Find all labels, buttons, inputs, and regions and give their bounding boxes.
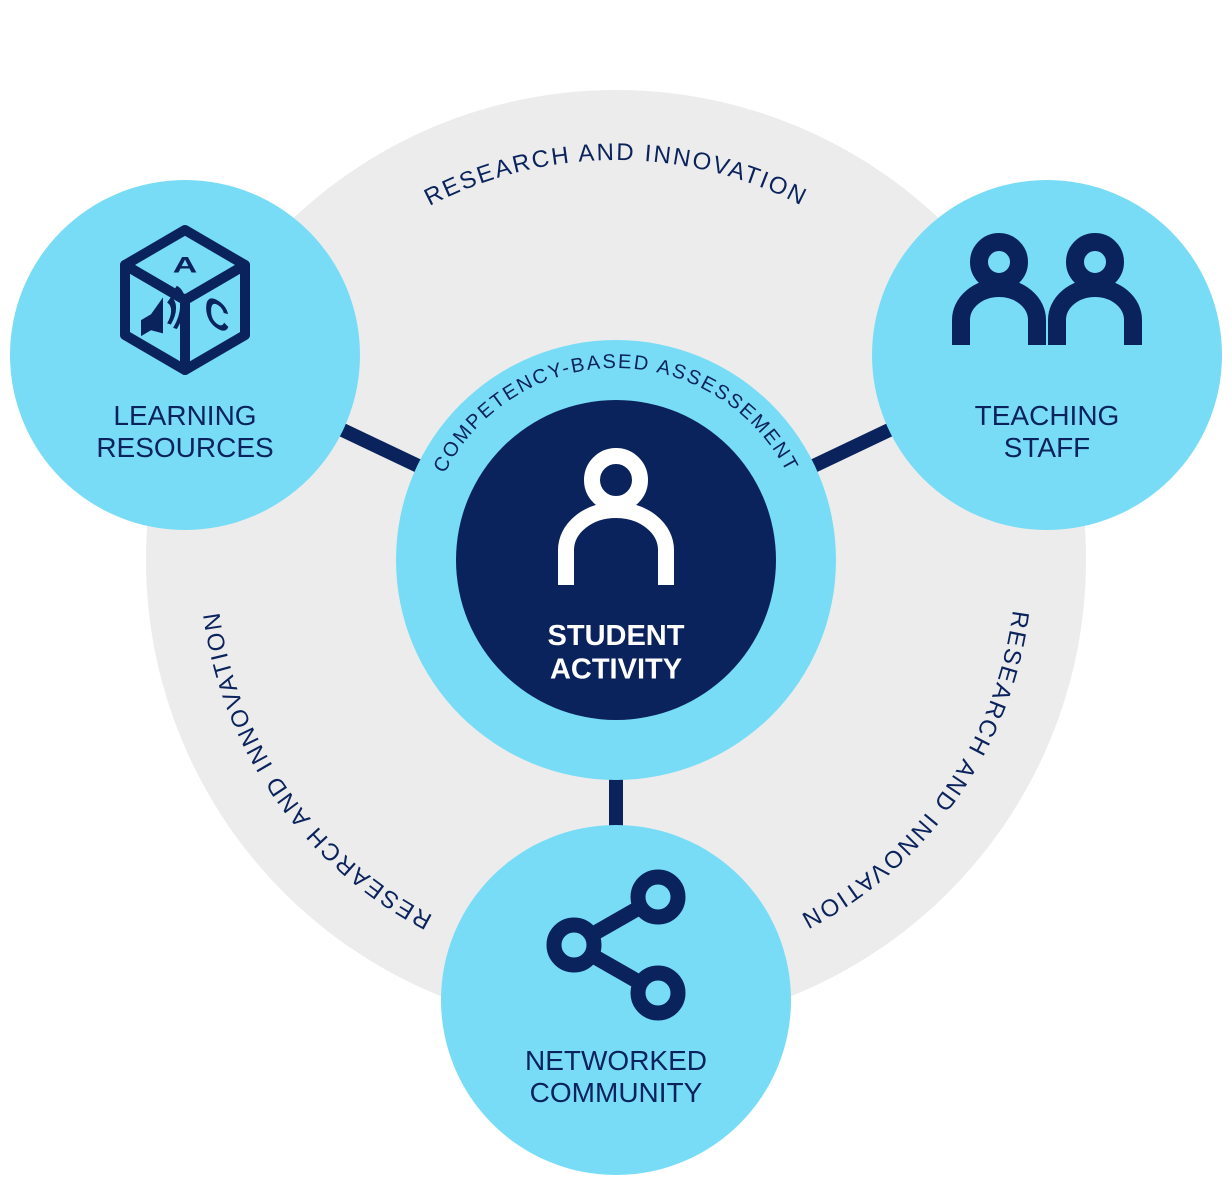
- node-label-learning-resources-line1: LEARNING: [113, 400, 256, 431]
- node-teaching-staff: TEACHINGSTAFF: [872, 180, 1222, 530]
- center-label-line1: STUDENT: [548, 620, 685, 652]
- node-circle: [441, 825, 791, 1175]
- node-networked-community: NETWORKEDCOMMUNITY: [441, 825, 791, 1175]
- node-label-networked-community: NETWORKEDCOMMUNITY: [525, 1045, 707, 1108]
- center-label-line2: ACTIVITY: [550, 653, 682, 685]
- node-label-teaching-staff-line1: TEACHING: [975, 400, 1120, 431]
- center-label: STUDENTACTIVITY: [548, 620, 685, 685]
- node-learning-resources: ACLEARNINGRESOURCES: [10, 180, 360, 530]
- node-circle: [872, 180, 1222, 530]
- node-label-learning-resources: LEARNINGRESOURCES: [96, 400, 273, 463]
- node-label-learning-resources-line2: RESOURCES: [96, 432, 273, 463]
- node-label-teaching-staff-line2: STAFF: [1004, 432, 1091, 463]
- node-label-networked-community-line1: NETWORKED: [525, 1045, 707, 1076]
- node-label-networked-community-line2: COMMUNITY: [530, 1077, 703, 1108]
- svg-text:A: A: [173, 253, 198, 278]
